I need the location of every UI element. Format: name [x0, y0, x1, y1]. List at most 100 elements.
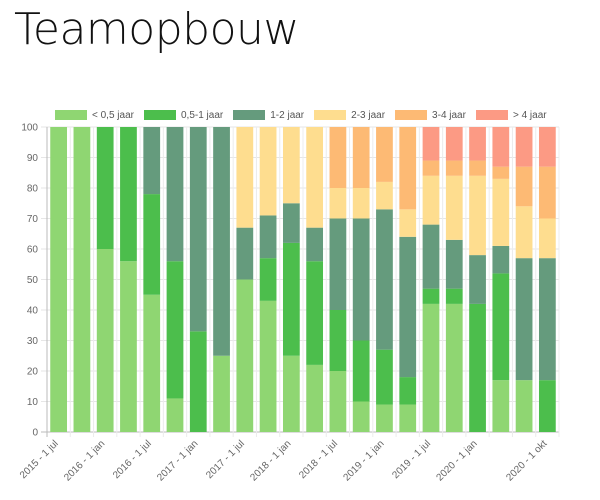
bar-segment[interactable]: [515, 127, 533, 167]
bar-segment[interactable]: [399, 377, 417, 405]
bar-segment[interactable]: [445, 175, 463, 240]
bar-segment[interactable]: [445, 127, 463, 161]
bar-segment[interactable]: [259, 258, 277, 301]
bar-segment[interactable]: [306, 261, 324, 365]
bar-segment[interactable]: [376, 127, 393, 182]
bar-segment[interactable]: [213, 127, 230, 356]
bar-segment[interactable]: [376, 209, 393, 350]
x-tick-label: 2017 - 1 jul: [204, 438, 247, 481]
bar-segment[interactable]: [445, 303, 463, 432]
bar-segment[interactable]: [143, 127, 161, 195]
legend-item[interactable]: 1-2 jaar: [233, 110, 304, 121]
bar-segment[interactable]: [329, 310, 347, 371]
bar-segment[interactable]: [282, 203, 300, 243]
x-tick-label: 2015 - 1 jul: [18, 438, 61, 481]
bar-segment[interactable]: [492, 127, 510, 167]
bar-segment[interactable]: [306, 227, 324, 262]
bar-segment[interactable]: [376, 181, 393, 210]
bar-segment[interactable]: [236, 279, 254, 433]
bar-segment[interactable]: [120, 261, 137, 432]
bar-segment[interactable]: [73, 127, 91, 432]
legend-item[interactable]: < 0,5 jaar: [55, 110, 134, 121]
bar-segment[interactable]: [259, 127, 277, 216]
x-tick-label: 2020 - 1 okt: [504, 438, 549, 483]
bar-segment[interactable]: [492, 178, 510, 246]
bar-segment[interactable]: [492, 273, 510, 381]
bar-segment[interactable]: [469, 127, 486, 161]
bar-segment[interactable]: [352, 188, 370, 219]
bar-segment[interactable]: [236, 127, 254, 228]
bar-segment[interactable]: [306, 364, 324, 432]
y-tick-label: 50: [27, 275, 39, 286]
x-tick-label: 2019 - 1 jul: [390, 438, 433, 481]
bar-segment[interactable]: [329, 127, 347, 188]
bar-segment[interactable]: [422, 175, 440, 225]
bar-segment[interactable]: [189, 331, 207, 432]
y-tick-label: 20: [27, 367, 39, 378]
bar-segment[interactable]: [120, 127, 137, 262]
bar-segment[interactable]: [538, 258, 556, 381]
bar-segment[interactable]: [515, 166, 533, 207]
bar-segment[interactable]: [189, 127, 207, 332]
bar-segment[interactable]: [399, 404, 417, 432]
bar-segment[interactable]: [538, 218, 556, 259]
bar-segment[interactable]: [213, 355, 230, 432]
bar-segment[interactable]: [422, 127, 440, 161]
bar-segment[interactable]: [143, 194, 161, 295]
bar-segment[interactable]: [422, 288, 440, 304]
bar-segment[interactable]: [445, 160, 463, 176]
bar-segment[interactable]: [306, 127, 324, 228]
bar-segment[interactable]: [96, 127, 114, 249]
bar-segment[interactable]: [352, 340, 370, 402]
legend-item[interactable]: 2-3 jaar: [314, 110, 385, 121]
bar-segment[interactable]: [282, 127, 300, 204]
bar-segment[interactable]: [469, 160, 486, 176]
bar-segment[interactable]: [492, 166, 510, 179]
bar-segment[interactable]: [329, 371, 347, 432]
x-tick-label: 2019 - 1 jan: [341, 438, 386, 483]
bar-segment[interactable]: [422, 224, 440, 289]
bar-segment[interactable]: [376, 349, 393, 405]
legend-item[interactable]: > 4 jaar: [475, 110, 547, 121]
chart-legend: < 0,5 jaar 0,5-1 jaar 1-2 jaar 2-3 jaar 3-4 …: [55, 108, 547, 122]
bar-segment[interactable]: [515, 258, 533, 381]
bar-segment[interactable]: [166, 127, 184, 262]
bar-segment[interactable]: [143, 294, 161, 432]
bar-segment[interactable]: [96, 249, 114, 432]
legend-item[interactable]: 0,5-1 jaar: [143, 110, 223, 121]
bar-segment[interactable]: [445, 288, 463, 304]
bar-segment[interactable]: [469, 303, 486, 432]
bar-segment[interactable]: [538, 127, 556, 167]
bar-segment[interactable]: [282, 242, 300, 356]
bar-segment[interactable]: [259, 215, 277, 259]
bar-segment[interactable]: [329, 188, 347, 219]
bar-segment[interactable]: [50, 127, 68, 432]
bar-segment[interactable]: [166, 261, 184, 399]
bar-segment[interactable]: [399, 236, 417, 378]
legend-swatch: [314, 110, 347, 120]
bar-segment[interactable]: [376, 404, 393, 432]
bar-segment[interactable]: [352, 218, 370, 341]
bar-segment[interactable]: [538, 380, 556, 432]
bar-segment[interactable]: [399, 209, 417, 237]
bar-segment[interactable]: [352, 127, 370, 188]
bar-segment[interactable]: [329, 218, 347, 311]
bar-segment[interactable]: [259, 300, 277, 432]
bar-segment[interactable]: [492, 245, 510, 274]
bar-segment[interactable]: [422, 303, 440, 432]
bar-segment[interactable]: [445, 239, 463, 289]
bar-segment[interactable]: [469, 255, 486, 304]
bar-segment[interactable]: [399, 127, 417, 210]
bar-segment[interactable]: [422, 160, 440, 176]
bar-segment[interactable]: [236, 227, 254, 280]
bar-segment[interactable]: [166, 398, 184, 432]
legend-item[interactable]: 3-4 jaar: [395, 110, 466, 121]
bar-segment[interactable]: [492, 380, 510, 432]
bar-segment[interactable]: [469, 175, 486, 256]
bar-segment[interactable]: [282, 355, 300, 432]
bar-segment[interactable]: [515, 206, 533, 259]
y-tick-label: 90: [27, 153, 39, 164]
bar-segment[interactable]: [515, 380, 533, 432]
bar-segment[interactable]: [352, 401, 370, 433]
bar-segment[interactable]: [538, 166, 556, 219]
